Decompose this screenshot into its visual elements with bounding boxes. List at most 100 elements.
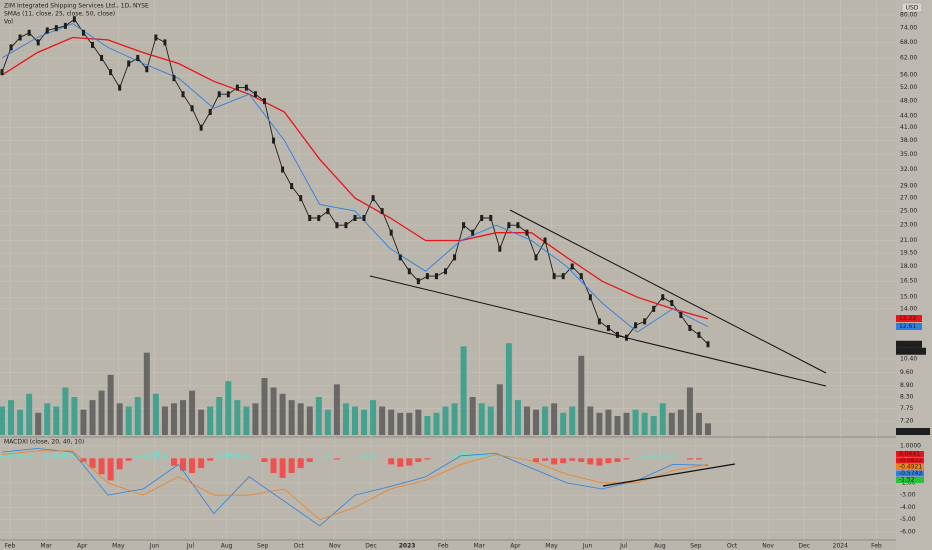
- macd-histogram: [641, 455, 648, 459]
- volume-bar: [71, 397, 78, 435]
- volume-bar: [705, 423, 711, 435]
- candle: [697, 331, 701, 338]
- volume-bar: [352, 406, 358, 435]
- candle: [253, 91, 257, 98]
- macd-histogram: [71, 454, 78, 459]
- macd-tag: [896, 464, 924, 470]
- candle: [262, 98, 266, 105]
- y-tick-label: 10.40: [900, 355, 917, 362]
- sma-line: [1, 23, 709, 333]
- countdown-bg: [896, 347, 926, 355]
- macd-tag-label: 0.0441: [899, 451, 920, 458]
- macd-histogram: [361, 455, 368, 459]
- volume-bar: [569, 406, 576, 435]
- macd-histogram: [198, 458, 205, 469]
- volume-bar: [406, 412, 413, 435]
- candle: [706, 341, 710, 348]
- trendline: [509, 209, 827, 374]
- volume-bar: [370, 400, 377, 435]
- x-tick-label: Mar: [474, 543, 486, 550]
- volume-bar: [306, 406, 313, 435]
- volume-bar: [297, 403, 304, 435]
- volume-bar: [134, 397, 141, 435]
- y-tick-label: 16.50: [900, 278, 917, 285]
- volume-bar: [252, 403, 259, 435]
- volume-label: Vol: [4, 19, 13, 26]
- volume-bar: [668, 412, 675, 435]
- candle: [570, 263, 574, 270]
- y-tick-label: 80.00: [900, 12, 917, 19]
- macd-tag-label: -0.0822: [899, 457, 922, 464]
- y-tick-label: 38.00: [900, 137, 917, 144]
- macd-histogram: [35, 457, 42, 459]
- candle: [181, 91, 185, 98]
- macd-histogram: [152, 450, 159, 459]
- y-tick-label: 35.00: [900, 151, 917, 158]
- volume-bar: [632, 409, 639, 435]
- macd-histogram: [180, 458, 187, 471]
- macd-histogram: [243, 454, 250, 459]
- price-tag-label: 13.22: [899, 315, 916, 322]
- volume-bar: [623, 412, 630, 435]
- y-tick-label: 23.00: [900, 222, 917, 229]
- candle: [389, 229, 393, 236]
- candle: [525, 229, 529, 236]
- volume-bar: [533, 409, 540, 435]
- candle: [543, 237, 547, 244]
- macd-histogram: [125, 458, 132, 461]
- candle: [661, 294, 665, 301]
- candle: [335, 222, 339, 229]
- macd-histogram: [26, 455, 33, 459]
- volume-bar: [116, 403, 123, 435]
- volume-bar: [596, 412, 603, 435]
- y-tick-label: 56.00: [900, 72, 917, 79]
- volume-bar: [125, 406, 132, 435]
- volume-bar: [0, 406, 5, 435]
- volume-bar: [288, 400, 295, 435]
- candle: [371, 195, 375, 202]
- price-tag: [896, 340, 922, 348]
- candle: [534, 254, 538, 261]
- candle: [72, 16, 76, 23]
- candle: [63, 22, 67, 29]
- y-tick-label: 1.0000: [900, 443, 921, 450]
- x-tick-label: Aug: [221, 543, 233, 550]
- macd-histogram: [632, 457, 639, 459]
- candle: [0, 69, 4, 76]
- x-tick-label: Feb: [871, 543, 882, 550]
- volume-bar: [424, 416, 431, 435]
- candle: [561, 273, 565, 280]
- volume-bar: [388, 409, 395, 435]
- volume-bar: [379, 406, 386, 435]
- macd-histogram: [53, 453, 60, 459]
- candle: [36, 39, 40, 46]
- candle: [615, 331, 619, 338]
- candle: [100, 54, 104, 61]
- volume-bar: [89, 400, 96, 435]
- macd-histogram: [306, 458, 313, 462]
- x-tick-label: 2023: [399, 543, 416, 550]
- macd-histogram: [370, 454, 377, 459]
- macd-histogram: [542, 458, 549, 461]
- y-tick-label: 7.75: [900, 405, 914, 412]
- y-tick-label: 68.00: [900, 39, 917, 46]
- y-tick-label: 7.20: [900, 418, 914, 425]
- volume-bar: [560, 412, 567, 435]
- candle: [353, 215, 357, 221]
- candle: [190, 105, 194, 112]
- volume-bar: [35, 412, 42, 435]
- volume-bar: [207, 406, 214, 435]
- x-tick-label: Oct: [294, 543, 305, 550]
- candle: [244, 84, 248, 91]
- candle: [136, 54, 140, 61]
- volume-bar: [143, 352, 150, 435]
- macd-histogram: [469, 453, 476, 459]
- candle: [498, 245, 502, 252]
- candle: [434, 273, 438, 280]
- macd-histogram: [352, 457, 358, 459]
- candle: [552, 273, 556, 280]
- countdown: 05:42:36: [899, 348, 926, 355]
- volume-bar: [442, 406, 449, 435]
- y-tick-label: 52.00: [900, 84, 917, 91]
